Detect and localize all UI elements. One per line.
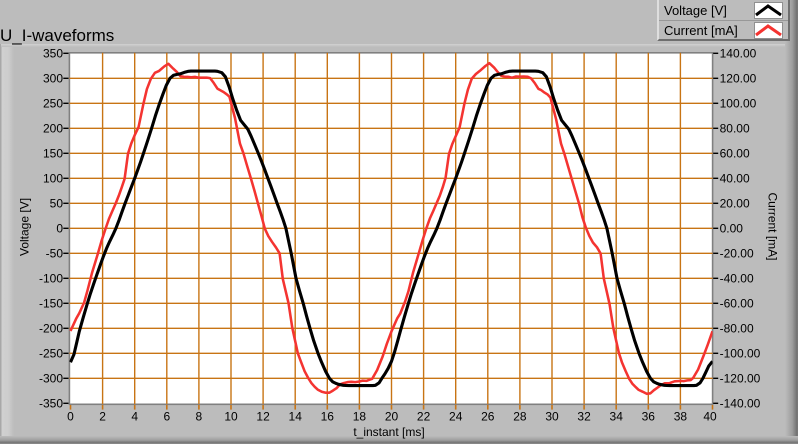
svg-text:40: 40 [703, 410, 717, 424]
svg-text:2: 2 [99, 410, 106, 424]
svg-text:-100: -100 [39, 272, 63, 286]
svg-text:80.00: 80.00 [720, 122, 750, 136]
svg-text:-350: -350 [39, 397, 63, 411]
svg-text:-80.00: -80.00 [720, 322, 754, 336]
svg-text:-40.00: -40.00 [720, 272, 754, 286]
svg-text:150: 150 [43, 147, 63, 161]
svg-text:200: 200 [43, 122, 63, 136]
svg-text:36: 36 [642, 410, 656, 424]
svg-text:120.00: 120.00 [720, 72, 757, 86]
svg-text:40.00: 40.00 [720, 172, 750, 186]
svg-text:-200: -200 [39, 322, 63, 336]
svg-text:-20.00: -20.00 [720, 247, 754, 261]
svg-text:0: 0 [56, 222, 63, 236]
svg-text:0.00: 0.00 [720, 222, 744, 236]
svg-text:26: 26 [481, 410, 495, 424]
svg-text:100.00: 100.00 [720, 97, 757, 111]
svg-text:24: 24 [449, 410, 463, 424]
svg-text:16: 16 [321, 410, 335, 424]
svg-text:Current [mA]: Current [mA] [766, 192, 780, 260]
svg-text:-100.00: -100.00 [720, 347, 761, 361]
svg-text:6: 6 [163, 410, 170, 424]
svg-text:-140.00: -140.00 [720, 397, 761, 411]
svg-text:32: 32 [577, 410, 591, 424]
svg-text:12: 12 [256, 410, 270, 424]
svg-text:20: 20 [385, 410, 399, 424]
svg-text:t_instant [ms]: t_instant [ms] [353, 425, 424, 439]
svg-text:-300: -300 [39, 372, 63, 386]
svg-text:0: 0 [67, 410, 74, 424]
svg-text:-120.00: -120.00 [720, 372, 761, 386]
svg-text:100: 100 [43, 172, 63, 186]
svg-text:60.00: 60.00 [720, 147, 750, 161]
svg-text:-60.00: -60.00 [720, 297, 754, 311]
svg-text:28: 28 [513, 410, 527, 424]
svg-text:14: 14 [289, 410, 303, 424]
svg-text:300: 300 [43, 72, 63, 86]
svg-text:34: 34 [610, 410, 624, 424]
svg-text:10: 10 [224, 410, 238, 424]
svg-text:140.00: 140.00 [720, 47, 757, 61]
svg-text:30: 30 [545, 410, 559, 424]
svg-text:38: 38 [674, 410, 688, 424]
svg-text:350: 350 [43, 47, 63, 61]
svg-text:-150: -150 [39, 297, 63, 311]
svg-text:18: 18 [353, 410, 367, 424]
svg-text:4: 4 [131, 410, 138, 424]
svg-text:22: 22 [417, 410, 431, 424]
svg-text:250: 250 [43, 97, 63, 111]
svg-text:-250: -250 [39, 347, 63, 361]
svg-text:20.00: 20.00 [720, 197, 750, 211]
svg-text:Voltage [V]: Voltage [V] [18, 198, 32, 256]
svg-text:50: 50 [50, 197, 64, 211]
svg-text:-50: -50 [46, 247, 64, 261]
svg-text:8: 8 [196, 410, 203, 424]
